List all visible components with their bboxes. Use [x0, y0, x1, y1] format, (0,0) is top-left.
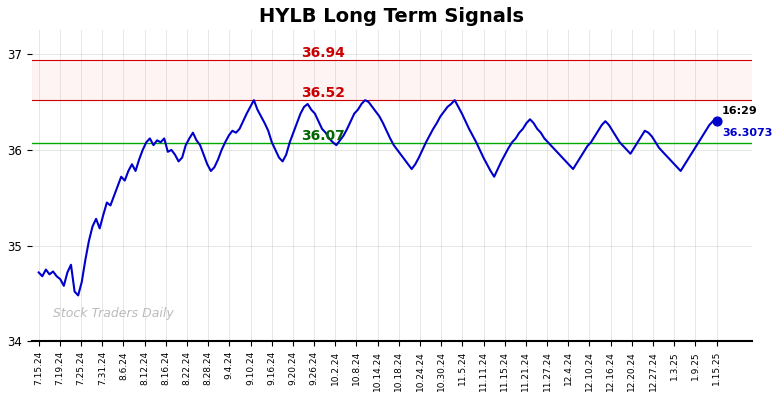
- Title: HYLB Long Term Signals: HYLB Long Term Signals: [260, 7, 524, 26]
- Text: 36.52: 36.52: [301, 86, 346, 100]
- Text: 36.3073: 36.3073: [722, 128, 772, 138]
- Text: 36.94: 36.94: [302, 46, 345, 60]
- Bar: [31, 60, 753, 100]
- Point: [710, 117, 723, 124]
- Text: 36.07: 36.07: [302, 129, 345, 143]
- Text: 16:29: 16:29: [722, 106, 757, 116]
- Text: Stock Traders Daily: Stock Traders Daily: [53, 306, 174, 320]
